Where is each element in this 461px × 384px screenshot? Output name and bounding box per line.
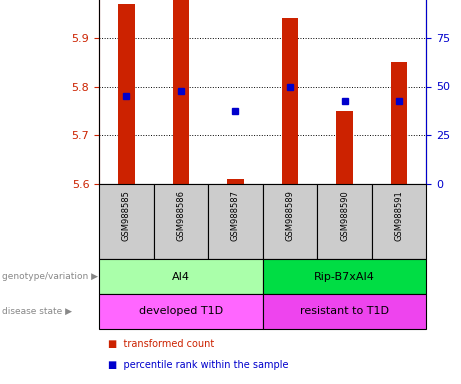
Text: Rip-B7xAI4: Rip-B7xAI4 xyxy=(314,271,375,281)
Text: developed T1D: developed T1D xyxy=(139,306,223,316)
Bar xyxy=(173,0,189,184)
Text: resistant to T1D: resistant to T1D xyxy=(300,306,389,316)
Bar xyxy=(282,18,298,184)
Text: ■  percentile rank within the sample: ■ percentile rank within the sample xyxy=(108,360,289,370)
Text: ■  transformed count: ■ transformed count xyxy=(108,339,214,349)
Bar xyxy=(208,184,263,259)
Text: GSM988591: GSM988591 xyxy=(395,190,404,241)
Text: genotype/variation ▶: genotype/variation ▶ xyxy=(2,272,98,281)
Bar xyxy=(372,184,426,259)
Text: AI4: AI4 xyxy=(172,271,190,281)
Bar xyxy=(99,259,263,294)
Bar xyxy=(154,184,208,259)
Text: GSM988590: GSM988590 xyxy=(340,190,349,241)
Text: GSM988587: GSM988587 xyxy=(231,190,240,241)
Text: GSM988585: GSM988585 xyxy=(122,190,131,241)
Bar xyxy=(99,294,263,329)
Bar xyxy=(263,259,426,294)
Bar xyxy=(227,179,244,184)
Bar xyxy=(391,62,408,184)
Bar xyxy=(263,294,426,329)
Bar xyxy=(118,3,135,184)
Bar xyxy=(99,184,154,259)
Bar xyxy=(337,111,353,184)
Bar xyxy=(317,184,372,259)
Text: GSM988589: GSM988589 xyxy=(285,190,295,241)
Text: disease state ▶: disease state ▶ xyxy=(2,307,72,316)
Text: GSM988586: GSM988586 xyxy=(177,190,185,241)
Bar xyxy=(263,184,317,259)
